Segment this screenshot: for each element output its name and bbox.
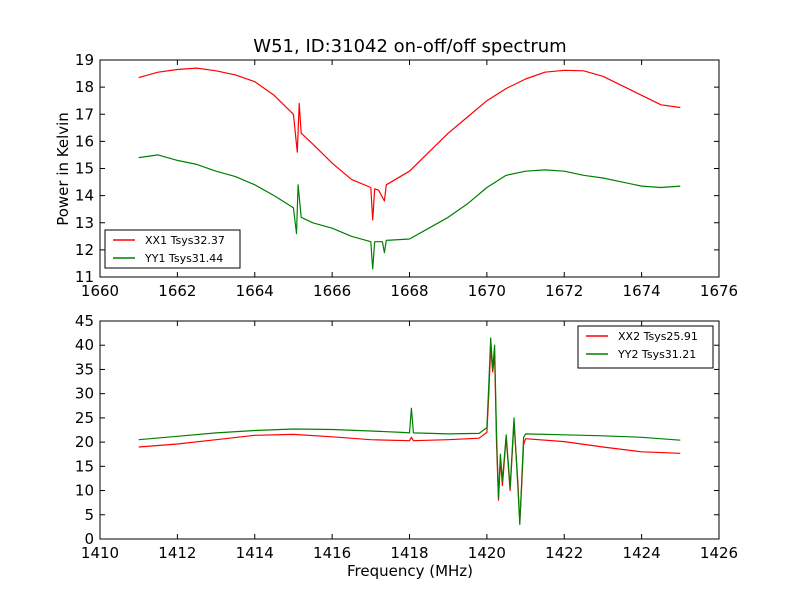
- x-tick-label: 1414: [236, 544, 274, 562]
- bottom-legend: XX2 Tsys25.91 YY2 Tsys31.21: [577, 325, 714, 369]
- y-tick-label: 10: [75, 482, 94, 500]
- y-tick-label: 35: [75, 360, 94, 378]
- y-tick-label: 13: [75, 214, 94, 232]
- series-line-yy: [138, 337, 681, 526]
- y-tick-label: 14: [75, 187, 94, 205]
- y-tick-label: 15: [75, 160, 94, 178]
- series-line-yy: [138, 154, 681, 270]
- x-tick-label: 1410: [81, 544, 119, 562]
- x-axis-label: Frequency (MHz): [347, 562, 473, 580]
- series-line-xx: [138, 67, 681, 221]
- y-tick-label: 30: [75, 385, 94, 403]
- y-tick-label: 18: [75, 78, 94, 96]
- y-tick-label: 12: [75, 241, 94, 259]
- top-plot-frame: [99, 59, 720, 278]
- x-tick-label: 1668: [390, 282, 428, 300]
- x-tick-label: 1674: [623, 282, 661, 300]
- y-tick-label: 45: [75, 312, 94, 330]
- x-tick-label: 1664: [236, 282, 274, 300]
- y-tick-label: 15: [75, 457, 94, 475]
- top-series-layer: [138, 67, 681, 270]
- y-tick-label: 19: [75, 51, 94, 69]
- y-tick-label: 17: [75, 105, 94, 123]
- x-tick-label: 1670: [468, 282, 506, 300]
- legend-label: XX2 Tsys25.91: [618, 330, 698, 343]
- bottom-series-layer: [138, 337, 681, 526]
- top-ticks: 1660 1662 1664 1666 1668 1670 1672 1674 1676 11 12…: [75, 51, 738, 300]
- x-tick-label: 1422: [545, 544, 583, 562]
- legend-label: XX1 Tsys32.37: [145, 234, 225, 247]
- legend-label: YY2 Tsys31.21: [617, 348, 696, 361]
- y-tick-label: 0: [84, 530, 94, 548]
- x-tick-label: 1666: [313, 282, 351, 300]
- x-tick-label: 1424: [623, 544, 661, 562]
- x-tick-label: 1412: [158, 544, 196, 562]
- y-tick-label: 20: [75, 433, 94, 451]
- x-tick-label: 1660: [81, 282, 119, 300]
- x-tick-label: 1662: [158, 282, 196, 300]
- legend-box: [577, 325, 714, 369]
- x-tick-label: 1416: [313, 544, 351, 562]
- legend-box: [104, 229, 241, 269]
- x-tick-label: 1420: [468, 544, 506, 562]
- x-tick-label: 1672: [545, 282, 583, 300]
- top-legend: XX1 Tsys32.37 YY1 Tsys31.44: [104, 229, 241, 269]
- top-chart: W51, ID:31042 on-off/off spectrum Power …: [54, 36, 738, 300]
- x-tick-label: 1676: [700, 282, 738, 300]
- y-tick-label: 11: [75, 268, 94, 286]
- y-tick-label: 5: [84, 506, 94, 524]
- y-axis-label: Power in Kelvin: [54, 112, 72, 226]
- x-tick-label: 1426: [700, 544, 738, 562]
- y-tick-label: 40: [75, 336, 94, 354]
- chart-title: W51, ID:31042 on-off/off spectrum: [253, 36, 566, 57]
- y-tick-label: 25: [75, 409, 94, 427]
- bottom-ticks: 1410 1412 1414 1416 1418 1420 1422 1424 1426 0 5 10…: [75, 312, 738, 562]
- y-tick-label: 16: [75, 132, 94, 150]
- bottom-chart: Frequency (MHz) 1410 1412 1414 1416 1418 1420…: [75, 312, 738, 580]
- legend-label: YY1 Tsys31.44: [144, 252, 223, 265]
- x-tick-label: 1418: [390, 544, 428, 562]
- bottom-plot-frame: [99, 320, 720, 540]
